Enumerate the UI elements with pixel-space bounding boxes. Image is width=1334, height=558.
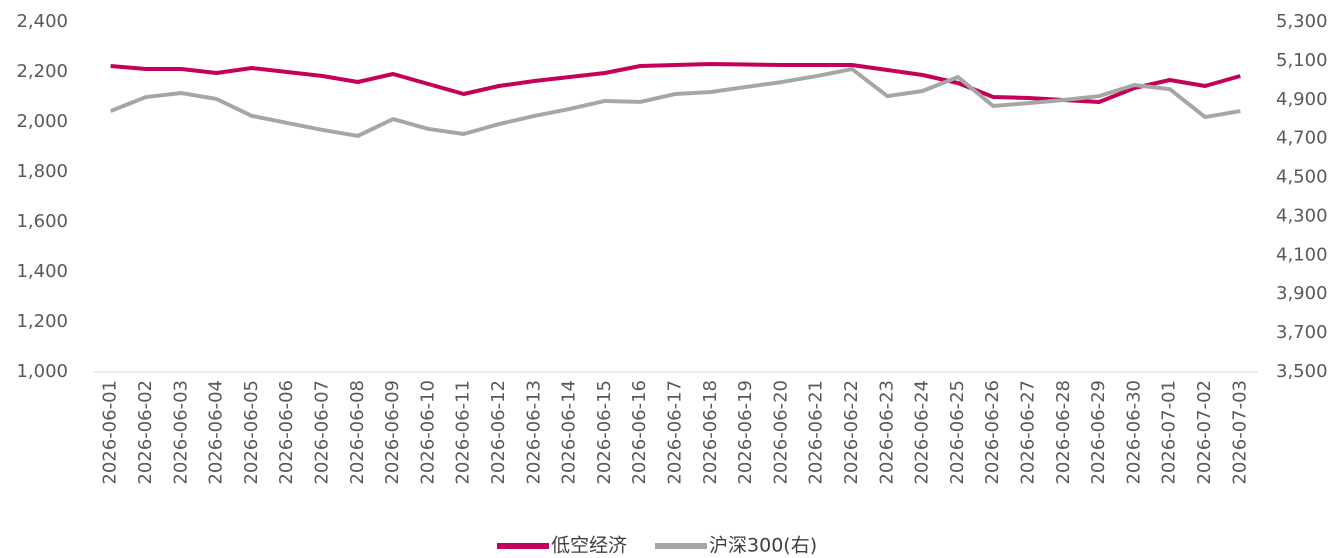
x-tick-label: 2026-07-02: [1194, 380, 1215, 485]
x-tick-label: 2026-07-03: [1229, 380, 1250, 485]
x-tick-label: 2026-06-25: [947, 380, 968, 485]
x-tick-label: 2026-06-23: [876, 380, 897, 485]
y-tick-label: 4,700: [1276, 128, 1328, 149]
y-tick-label: 4,900: [1276, 89, 1328, 110]
x-tick-label: 2026-06-05: [241, 380, 262, 485]
y-tick-label: 1,600: [16, 211, 68, 232]
x-tick-label: 2026-06-29: [1088, 380, 1109, 485]
x-tick-label: 2026-07-01: [1159, 380, 1180, 485]
y-tick-label: 3,500: [1276, 361, 1328, 382]
x-tick-label: 2026-06-19: [735, 380, 756, 485]
x-tick-label: 2026-06-06: [276, 380, 297, 485]
x-tick-label: 2026-06-22: [841, 380, 862, 485]
y-tick-label: 3,900: [1276, 283, 1328, 304]
x-tick-label: 2026-06-09: [382, 380, 403, 485]
x-tick-label: 2026-06-24: [912, 380, 933, 485]
x-tick-label: 2026-06-14: [559, 380, 580, 485]
x-tick-label: 2026-06-11: [453, 380, 474, 485]
x-tick-label: 2026-06-01: [100, 380, 121, 485]
x-tick-label: 2026-06-13: [523, 380, 544, 485]
y-tick-label: 4,100: [1276, 244, 1328, 265]
x-tick-label: 2026-06-12: [488, 380, 509, 485]
y-tick-label: 1,400: [16, 261, 68, 282]
x-tick-label: 2026-06-20: [770, 380, 791, 485]
x-tick-label: 2026-06-10: [417, 380, 438, 485]
x-tick-label: 2026-06-07: [311, 380, 332, 485]
series-line: [109, 67, 1241, 138]
x-tick-label: 2026-06-08: [347, 380, 368, 485]
y-tick-label: 5,100: [1276, 50, 1328, 71]
x-tick-label: 2026-06-03: [170, 380, 191, 485]
legend-label: 低空经济: [551, 535, 627, 557]
y-tick-label: 1,000: [16, 361, 68, 382]
y-tick-label: 2,000: [16, 111, 68, 132]
legend-label: 沪深300(右): [709, 535, 817, 557]
x-tick-label: 2026-06-02: [135, 380, 156, 485]
y-tick-label: 1,200: [16, 311, 68, 332]
y-tick-label: 4,300: [1276, 205, 1328, 226]
y-tick-label: 5,300: [1276, 11, 1328, 32]
x-tick-label: 2026-06-28: [1053, 380, 1074, 485]
x-tick-label: 2026-06-30: [1123, 380, 1144, 485]
x-tick-label: 2026-06-15: [594, 380, 615, 485]
x-tick-label: 2026-06-04: [206, 380, 227, 485]
y-tick-label: 2,400: [16, 11, 68, 32]
y-tick-label: 3,700: [1276, 322, 1328, 343]
series-line: [110, 62, 1241, 104]
x-tick-label: 2026-06-17: [665, 380, 686, 485]
x-tick-label: 2026-06-26: [982, 380, 1003, 485]
x-tick-label: 2026-06-27: [1018, 380, 1039, 485]
x-tick-label: 2026-06-21: [806, 380, 827, 485]
x-tick-label: 2026-06-16: [629, 380, 650, 485]
y-tick-label: 2,200: [16, 61, 68, 82]
x-tick-label: 2026-06-18: [700, 380, 721, 485]
y-tick-label: 4,500: [1276, 167, 1328, 188]
y-tick-label: 1,800: [16, 161, 68, 182]
